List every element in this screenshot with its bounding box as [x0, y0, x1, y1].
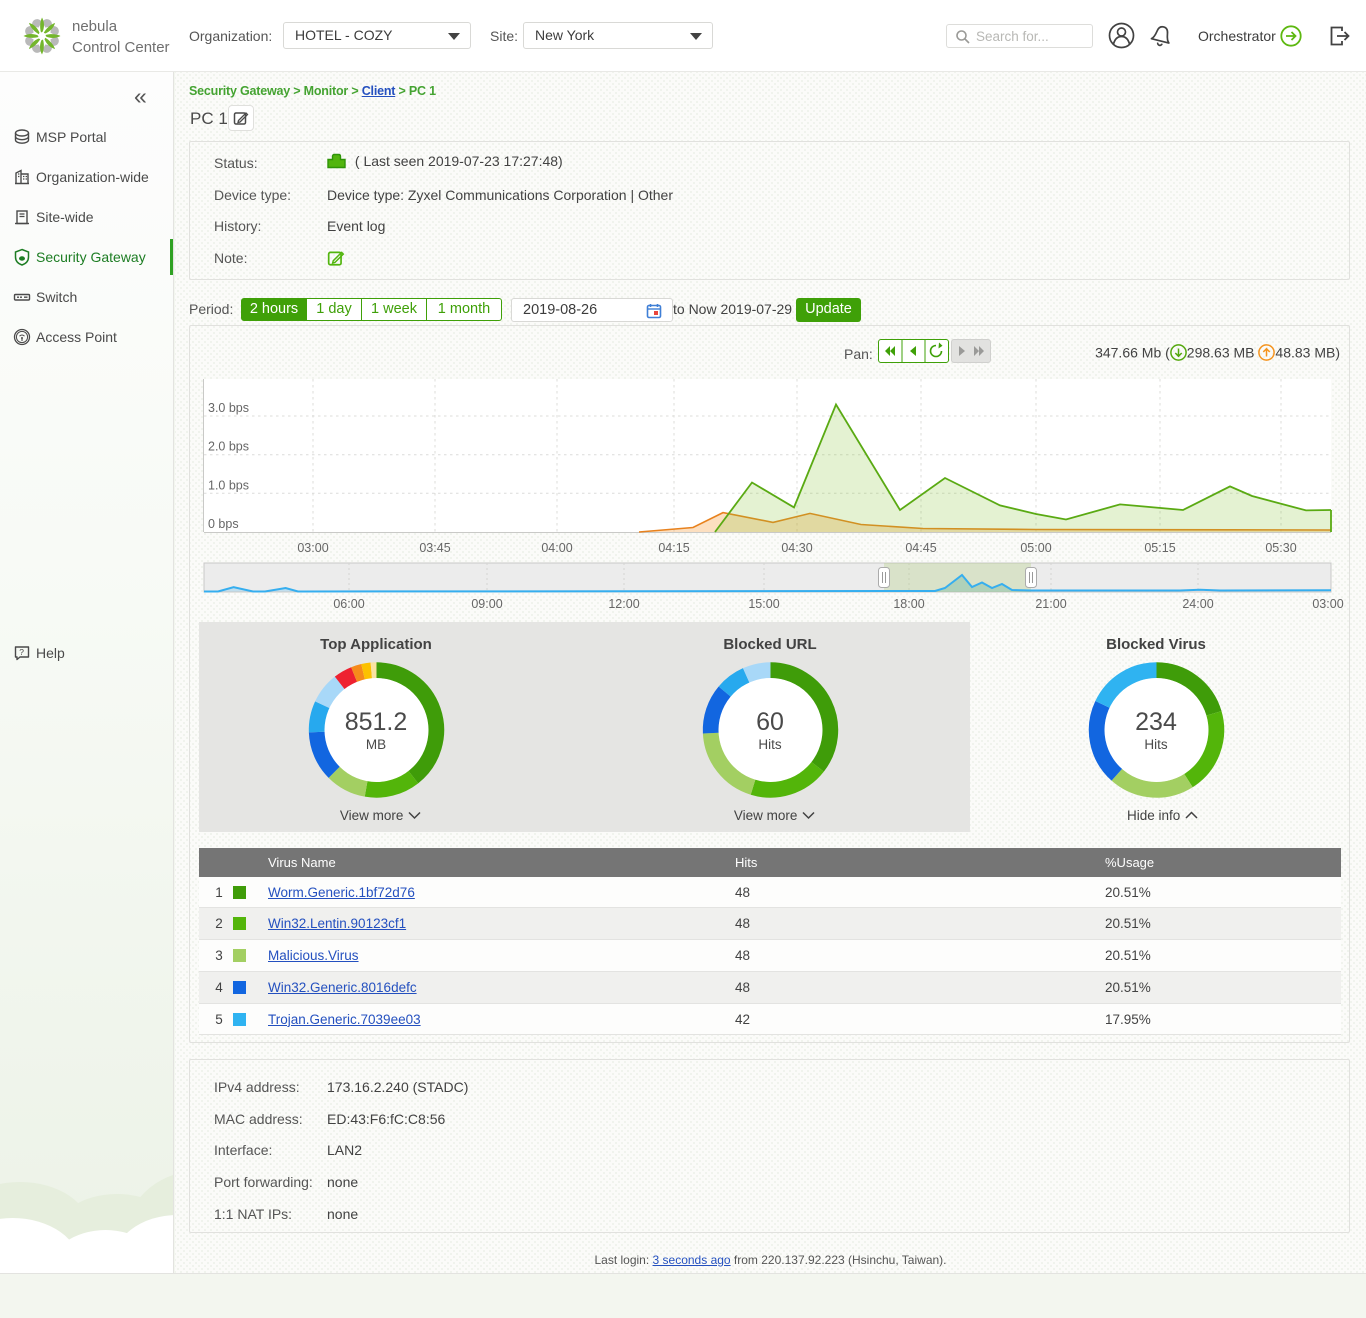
svg-text:03:00: 03:00: [297, 541, 328, 555]
svg-text:04:15: 04:15: [658, 541, 689, 555]
svg-text:03:00: 03:00: [1312, 597, 1343, 611]
svg-text:03:45: 03:45: [419, 541, 450, 555]
svg-text:05:15: 05:15: [1144, 541, 1175, 555]
svg-text:05:00: 05:00: [1020, 541, 1051, 555]
svg-text:06:00: 06:00: [333, 597, 364, 611]
svg-text:18:00: 18:00: [893, 597, 924, 611]
svg-text:0 bps: 0 bps: [208, 517, 239, 531]
svg-text:12:00: 12:00: [608, 597, 639, 611]
svg-text:3.0 bps: 3.0 bps: [208, 401, 249, 415]
svg-text:04:30: 04:30: [781, 541, 812, 555]
svg-text:2.0 bps: 2.0 bps: [208, 440, 249, 454]
svg-text:24:00: 24:00: [1182, 597, 1213, 611]
svg-text:1.0 bps: 1.0 bps: [208, 478, 249, 492]
svg-text:?: ?: [19, 647, 24, 657]
svg-text:04:45: 04:45: [905, 541, 936, 555]
svg-text:15:00: 15:00: [748, 597, 779, 611]
svg-text:09:00: 09:00: [471, 597, 502, 611]
svg-text:04:00: 04:00: [541, 541, 572, 555]
svg-text:05:30: 05:30: [1265, 541, 1296, 555]
svg-text:21:00: 21:00: [1035, 597, 1066, 611]
